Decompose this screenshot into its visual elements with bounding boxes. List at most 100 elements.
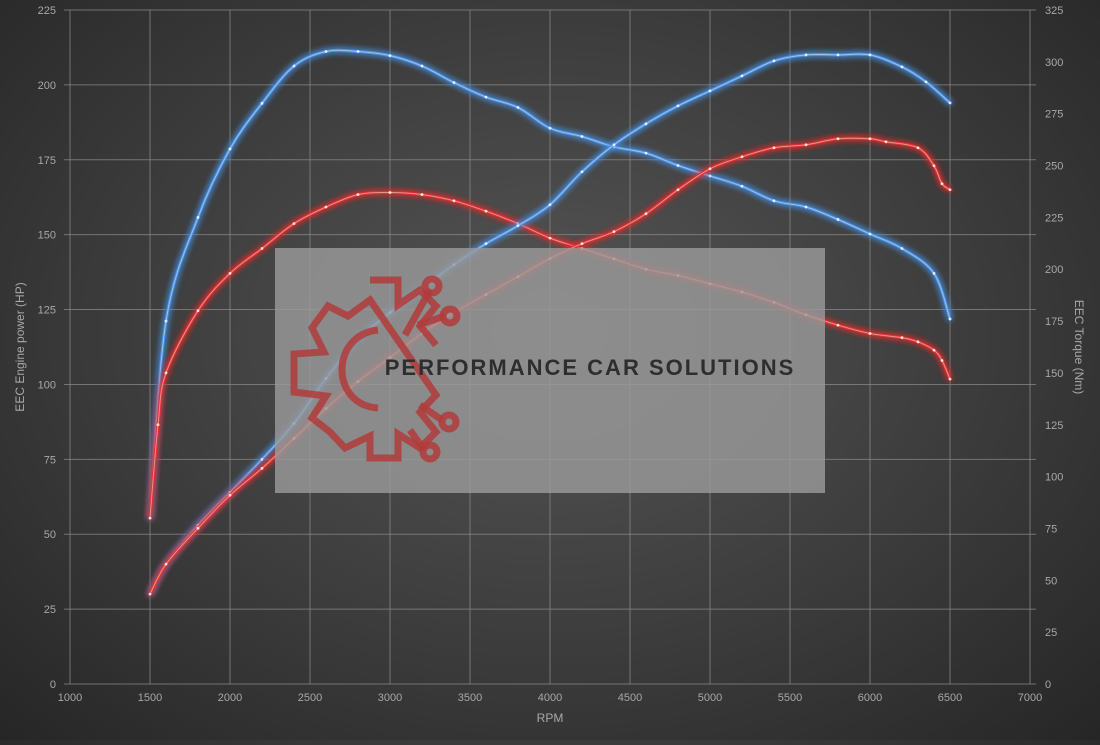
data-point	[548, 203, 552, 207]
data-point	[804, 205, 808, 209]
data-point	[836, 323, 840, 327]
y-tick-label: 150	[38, 230, 56, 242]
data-point	[548, 236, 552, 240]
data-point	[836, 218, 840, 221]
data-point	[900, 336, 904, 340]
data-point	[548, 126, 552, 130]
data-point	[772, 59, 776, 63]
x-axis-label: RPM	[537, 711, 564, 725]
y2-tick-label: 275	[1045, 109, 1063, 121]
data-point	[836, 53, 840, 57]
x-tick-label: 7000	[1018, 692, 1042, 704]
data-point	[228, 493, 232, 497]
data-point	[932, 164, 936, 168]
y-tick-label: 0	[50, 679, 56, 691]
x-tick-label: 6500	[938, 692, 962, 704]
data-point	[164, 562, 168, 566]
y-tick-label: 200	[38, 80, 56, 92]
data-point	[164, 371, 168, 375]
data-point	[740, 74, 744, 78]
data-point	[868, 232, 872, 236]
data-point	[484, 209, 488, 213]
data-point	[420, 64, 424, 68]
data-point	[260, 466, 264, 470]
data-point	[948, 188, 952, 192]
series-highlight	[149, 49, 951, 519]
data-point	[900, 65, 904, 69]
data-point	[708, 89, 712, 93]
y2-tick-label: 125	[1045, 420, 1063, 432]
data-point	[740, 155, 744, 159]
data-point	[948, 377, 952, 381]
data-point	[260, 247, 264, 250]
data-point	[708, 167, 712, 171]
data-point	[932, 271, 936, 275]
y2-tick-label: 325	[1045, 5, 1063, 17]
data-point	[916, 146, 920, 150]
y-tick-label: 100	[38, 379, 56, 391]
data-point	[676, 164, 680, 167]
y2-tick-label: 50	[1045, 575, 1057, 587]
data-point	[228, 271, 232, 275]
y-tick-label: 125	[38, 305, 56, 317]
series-stock-torque	[148, 190, 952, 520]
y2-tick-label: 0	[1045, 679, 1051, 691]
data-point	[356, 193, 360, 196]
x-tick-label: 5000	[698, 692, 722, 704]
x-tick-label: 1000	[58, 692, 82, 704]
y2-tick-label: 25	[1045, 627, 1057, 639]
data-point	[772, 146, 776, 150]
y2-axis-label: EEC Torque (Nm)	[1072, 300, 1086, 394]
data-point	[644, 151, 648, 155]
x-tick-label: 2000	[218, 692, 242, 704]
data-point	[388, 191, 392, 194]
data-point	[884, 140, 888, 144]
data-point	[260, 101, 264, 105]
data-point	[516, 106, 520, 109]
data-point	[196, 526, 200, 530]
y2-tick-label: 225	[1045, 212, 1063, 224]
x-tick-label: 4000	[538, 692, 562, 704]
y-tick-label: 75	[44, 454, 56, 466]
y-tick-label: 175	[38, 155, 56, 167]
data-point	[932, 348, 936, 352]
data-point	[740, 184, 744, 188]
y2-tick-label: 300	[1045, 57, 1063, 69]
data-point	[868, 137, 872, 141]
x-tick-label: 1500	[138, 692, 162, 704]
data-point	[708, 174, 712, 178]
watermark-text: PERFORMANCE CAR SOLUTIONS	[385, 355, 796, 380]
x-tick-label: 2500	[298, 692, 322, 704]
x-tick-label: 3000	[378, 692, 402, 704]
y2-tick-label: 250	[1045, 161, 1063, 173]
data-point	[948, 317, 952, 321]
series-tuned-torque	[148, 48, 952, 520]
data-point	[388, 54, 392, 58]
data-point	[292, 64, 296, 68]
data-point	[940, 182, 944, 186]
data-point	[292, 222, 296, 226]
data-point	[452, 199, 456, 203]
data-point	[804, 143, 808, 147]
data-point	[676, 104, 680, 108]
data-point	[580, 242, 584, 246]
data-point	[516, 224, 520, 228]
data-point	[156, 423, 160, 427]
data-point	[836, 137, 840, 141]
data-point	[924, 80, 928, 84]
data-point	[484, 242, 488, 246]
data-point	[196, 309, 200, 313]
data-point	[868, 53, 872, 57]
data-point	[612, 143, 616, 147]
y-axis-label: EEC Engine power (HP)	[13, 282, 27, 411]
data-point	[148, 516, 152, 520]
y2-tick-label: 75	[1045, 523, 1057, 535]
data-point	[580, 170, 584, 174]
y2-tick-label: 100	[1045, 472, 1063, 484]
data-point	[228, 147, 232, 151]
data-point	[804, 53, 808, 57]
y2-tick-label: 200	[1045, 264, 1063, 276]
data-point	[916, 340, 920, 344]
data-point	[772, 199, 776, 203]
